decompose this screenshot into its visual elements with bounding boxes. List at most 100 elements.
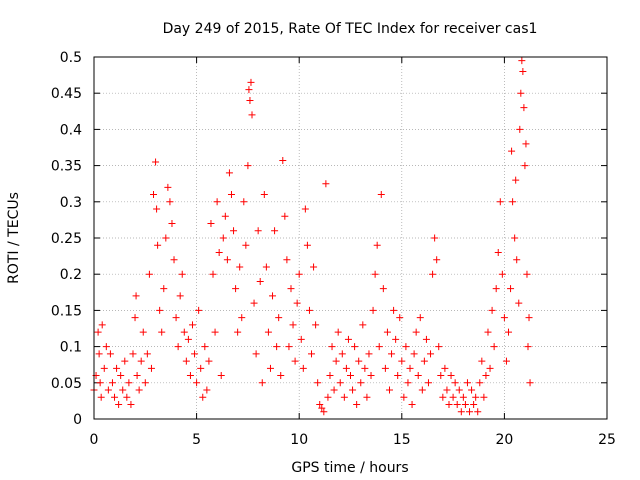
data-point <box>106 350 114 358</box>
data-point <box>316 401 324 409</box>
data-point <box>523 270 531 278</box>
data-point <box>96 379 104 387</box>
data-point <box>439 393 447 401</box>
data-point <box>195 306 203 314</box>
data-point <box>463 379 471 387</box>
data-point <box>363 393 371 401</box>
data-point <box>299 364 307 372</box>
data-point <box>248 111 256 119</box>
data-point <box>301 205 309 213</box>
data-point <box>123 393 131 401</box>
data-point <box>305 306 313 314</box>
data-point <box>511 234 519 242</box>
data-point <box>256 277 264 285</box>
data-point <box>283 256 291 264</box>
data-point <box>505 328 513 336</box>
data-point <box>162 234 170 242</box>
data-point <box>381 364 389 372</box>
data-point <box>524 343 532 351</box>
data-point <box>234 328 242 336</box>
y-axis-label: ROTI / TECUs <box>6 192 22 284</box>
data-point <box>308 350 316 358</box>
data-point <box>154 241 162 249</box>
data-point <box>521 162 529 170</box>
axis-ticks: 0 0.05 0.1 0.15 0.2 0.25 0.3 0.35 0.4 0.45 0.5 0 5 10… <box>51 50 616 448</box>
data-point <box>260 191 268 199</box>
data-point <box>402 343 410 351</box>
data-point <box>392 335 400 343</box>
data-point <box>242 241 250 249</box>
data-point <box>225 169 233 177</box>
data-point <box>250 299 258 307</box>
data-point <box>482 372 490 380</box>
data-point <box>357 379 365 387</box>
data-point <box>236 263 244 271</box>
data-point <box>338 350 346 358</box>
data-point <box>451 379 459 387</box>
data-point <box>137 357 145 365</box>
data-point <box>318 404 326 412</box>
data-point <box>269 292 277 300</box>
data-point <box>147 364 155 372</box>
data-point <box>500 314 508 322</box>
data-point <box>205 357 213 365</box>
data-point <box>459 393 467 401</box>
x-tick-label: 5 <box>192 432 201 448</box>
data-point <box>498 270 506 278</box>
data-point <box>94 328 102 336</box>
data-point <box>404 379 412 387</box>
data-point <box>424 379 432 387</box>
data-point <box>383 328 391 336</box>
data-point <box>217 372 225 380</box>
data-point <box>525 314 533 322</box>
data-point <box>445 401 453 409</box>
chart-title: Day 249 of 2015, Rate Of TEC Index for r… <box>163 21 538 37</box>
data-point <box>121 357 129 365</box>
data-point <box>176 292 184 300</box>
data-point <box>478 357 486 365</box>
data-point <box>433 256 441 264</box>
data-point <box>353 401 361 409</box>
x-tick-label: 10 <box>290 432 308 448</box>
data-point <box>513 256 521 264</box>
data-point <box>447 372 455 380</box>
data-point <box>135 386 143 394</box>
data-point <box>158 328 166 336</box>
data-point <box>517 89 525 97</box>
data-point <box>361 364 369 372</box>
data-point <box>398 357 406 365</box>
y-tick-label: 0.3 <box>60 195 82 211</box>
data-point <box>271 227 279 235</box>
data-point <box>281 212 289 220</box>
data-point <box>416 314 424 322</box>
data-point <box>98 321 106 329</box>
data-point <box>435 343 443 351</box>
data-point <box>359 321 367 329</box>
plot-border <box>93 56 608 420</box>
data-point <box>207 220 215 228</box>
data-point <box>279 157 287 165</box>
data-point <box>526 379 534 387</box>
x-tick-label: 0 <box>90 432 99 448</box>
data-point <box>153 205 161 213</box>
data-points <box>90 57 534 416</box>
data-point <box>369 306 377 314</box>
data-point <box>139 328 147 336</box>
data-point <box>247 78 255 86</box>
data-point <box>127 401 135 409</box>
data-point <box>509 198 517 206</box>
data-point <box>519 67 527 75</box>
data-point <box>427 350 435 358</box>
data-point <box>342 364 350 372</box>
data-point <box>328 343 336 351</box>
data-point <box>238 314 246 322</box>
data-point <box>227 191 235 199</box>
data-point <box>379 285 387 293</box>
data-point <box>252 350 260 358</box>
data-point <box>160 285 168 293</box>
data-point <box>188 321 196 329</box>
data-point <box>113 364 121 372</box>
x-tick-label: 25 <box>598 432 616 448</box>
data-point <box>431 234 439 242</box>
data-point <box>443 386 451 394</box>
